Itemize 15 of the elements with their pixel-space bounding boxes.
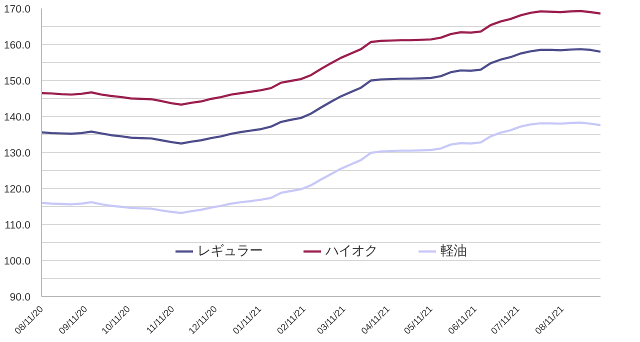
y-tick-label: 90.0 xyxy=(10,292,31,304)
y-tick-label: 100.0 xyxy=(4,256,31,268)
legend-label: レギュラー xyxy=(198,242,262,260)
y-tick-label: 140.0 xyxy=(4,112,31,124)
legend-label: ハイオク xyxy=(326,242,378,260)
y-tick-label: 110.0 xyxy=(4,220,31,232)
y-tick-label: 160.0 xyxy=(4,40,31,52)
line-series xyxy=(42,10,600,106)
line-series xyxy=(42,122,600,214)
y-tick-label: 170.0 xyxy=(4,4,31,16)
y-tick-label: 130.0 xyxy=(4,148,31,160)
y-tick-label: 120.0 xyxy=(4,184,31,196)
line-series xyxy=(42,48,600,145)
y-tick-label: 150.0 xyxy=(4,76,31,88)
legend-label: 軽油 xyxy=(440,242,466,260)
